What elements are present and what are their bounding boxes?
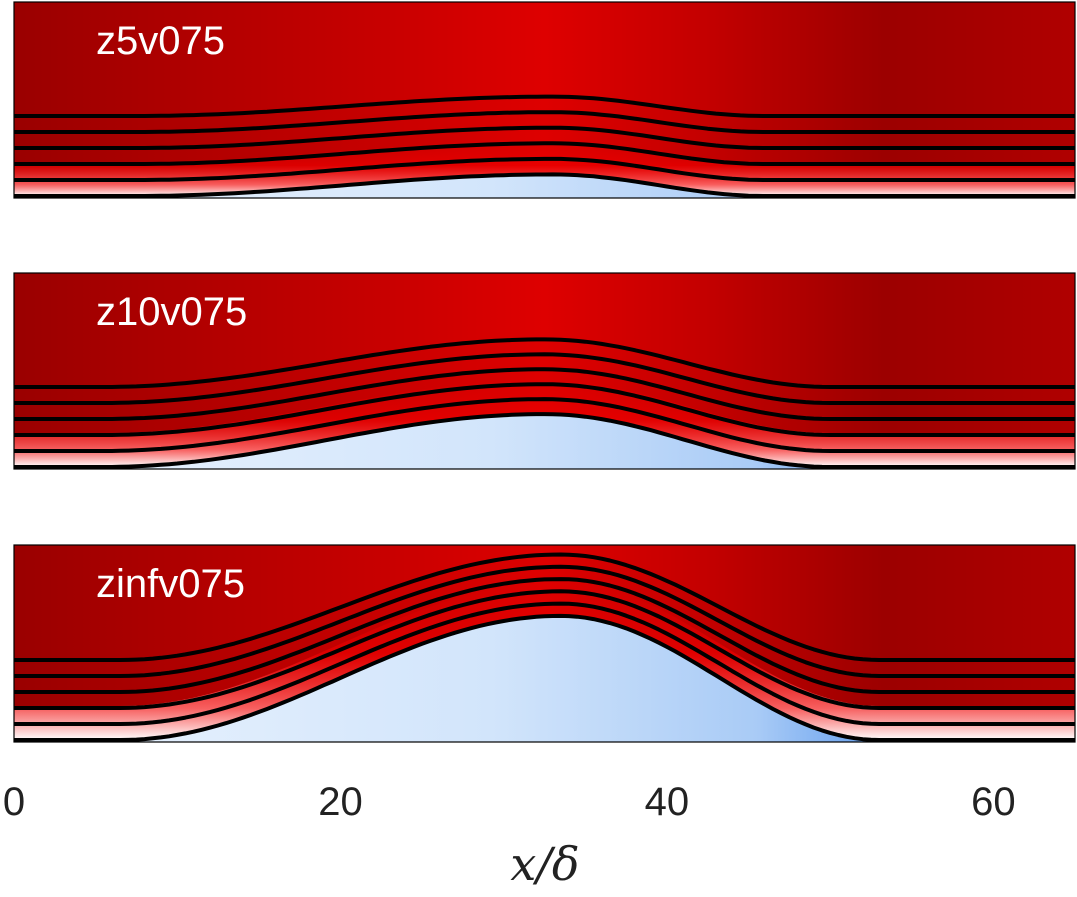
recirculation-bubble bbox=[14, 414, 1075, 469]
streamline-1 bbox=[14, 397, 1075, 453]
streamline-4 bbox=[14, 352, 1075, 405]
streamline-2 bbox=[14, 589, 1075, 710]
panel-z5v075 bbox=[14, 2, 1075, 198]
streamline-3 bbox=[14, 367, 1075, 421]
shear-layer bbox=[14, 581, 1075, 740]
streamline-4 bbox=[14, 110, 1075, 134]
streamline-5 bbox=[14, 552, 1075, 662]
x-tick-label: 40 bbox=[645, 780, 690, 824]
panels: z5v075 z10v075 zinfv075 bbox=[13, 1, 1076, 743]
panel-z10v075 bbox=[14, 273, 1075, 469]
streamline-5 bbox=[14, 94, 1075, 118]
panel-frame bbox=[13, 272, 1076, 470]
x-tick-label: 0 bbox=[3, 780, 25, 824]
x-tick-label: 60 bbox=[971, 780, 1016, 824]
x-axis: 0 20 40 60 bbox=[3, 780, 1016, 824]
x-axis-label: x/δ bbox=[510, 837, 579, 891]
streamline-3 bbox=[14, 125, 1075, 150]
streamline-4 bbox=[14, 564, 1075, 678]
streamline-5 bbox=[14, 337, 1075, 389]
dividing-streamline bbox=[14, 412, 1075, 469]
recirculation-bubble bbox=[14, 615, 1075, 742]
panel-label: z10v075 bbox=[96, 290, 247, 334]
panel-label: z5v075 bbox=[96, 19, 225, 63]
panel-frame bbox=[13, 544, 1076, 743]
panel-label: zinfv075 bbox=[96, 562, 245, 606]
streamline-2 bbox=[14, 382, 1075, 437]
dividing-streamline bbox=[14, 613, 1075, 742]
streamline-2 bbox=[14, 141, 1075, 166]
panel-zinfv075 bbox=[14, 545, 1075, 742]
streamline-1 bbox=[14, 156, 1075, 182]
shear-layer bbox=[14, 380, 1075, 467]
dividing-streamline bbox=[14, 172, 1075, 198]
x-tick-label: 20 bbox=[318, 780, 363, 824]
streamline-3 bbox=[14, 577, 1075, 694]
shear-layer bbox=[14, 140, 1075, 196]
panel-frame bbox=[13, 1, 1076, 199]
streamline-1 bbox=[14, 601, 1075, 726]
